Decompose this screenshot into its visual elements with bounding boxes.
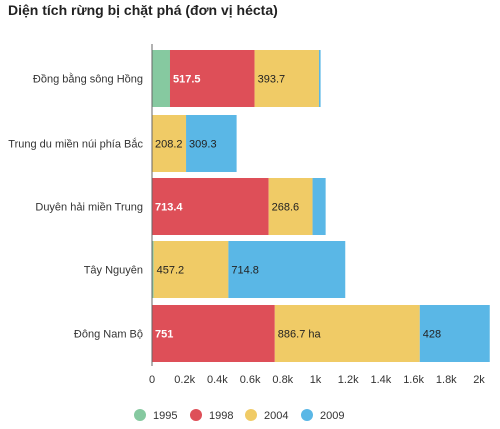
category-labels-layer: Đồng bằng sông Hồng Trung du miền núi phí… [8,73,143,341]
category-label-trung-du-mien-nui-phia-bac: Trung du miền núi phía Bắc [8,138,143,151]
x-tick-0-6k: 0.6k [240,374,261,386]
x-tick-1-8k: 1.8k [436,374,457,386]
bar-trung-du-mien-nui-phia-bac-2009 [186,115,237,172]
x-tick-0-8k: 0.8k [272,374,293,386]
bar-dong-nam-bo-2004 [274,305,420,362]
bar-duyen-hai-mien-trung-2004 [268,178,313,235]
x-tick-1-6k: 1.6k [403,374,424,386]
x-axis-ticks-layer: 0 0.2k 0.4k 0.6k 0.8k 1k 1.2k 1.4k 1.6k 1.8k 2k [149,44,485,386]
category-label-dong-nam-bo: Đông Nam Bộ [74,329,143,341]
bar-duyen-hai-mien-trung-1998 [152,178,269,235]
legend-marker-1998 [190,409,202,421]
x-tick-1k: 1k [310,374,322,386]
legend-marker-2004 [245,409,257,421]
bar-dong-bang-song-hong-2004 [254,50,319,107]
bar-tay-nguyen-1995 [152,241,154,298]
legend-label-1998: 1998 [209,410,233,422]
data-label-duyen-hai-mien-trung-1998: 713.4 [155,202,183,214]
data-label-dong-bang-song-hong-2004: 393.7 [258,74,286,86]
data-label-dong-nam-bo-2009: 428 [423,329,441,341]
bar-dong-bang-song-hong-2009 [318,50,321,107]
legend: 1995 1998 2004 2009 [134,409,344,422]
legend-label-2009: 2009 [320,410,344,422]
category-label-duyen-hai-mien-trung: Duyên hải miền Trung [35,202,143,214]
bar-dong-nam-bo-1998 [152,305,275,362]
bars-layer [152,50,490,362]
x-tick-1-2k: 1.2k [338,374,359,386]
x-tick-1-4k: 1.4k [371,374,392,386]
data-label-tay-nguyen-2009: 714.8 [231,265,259,277]
data-label-dong-nam-bo-2004: 886.7 ha [278,329,322,341]
bar-tay-nguyen-2009 [228,241,346,298]
chart-title: Diện tích rừng bị chặt phá (đơn vị hécta… [8,2,278,18]
bar-trung-du-mien-nui-phia-bac-2004 [152,115,187,172]
x-tick-0-4k: 0.4k [207,374,228,386]
data-label-tay-nguyen-2004: 457.2 [157,265,185,277]
data-label-trung-du-mien-nui-phia-bac-2009: 309.3 [189,139,217,151]
bar-dong-bang-song-hong-1998 [169,50,255,107]
x-tick-0-2k: 0.2k [174,374,195,386]
category-label-tay-nguyen: Tây Nguyên [84,265,143,277]
x-tick-2k: 2k [473,374,485,386]
legend-marker-1995 [134,409,146,421]
bar-dong-nam-bo-2009 [419,305,490,362]
data-label-dong-bang-song-hong-1998: 517.5 [173,74,201,86]
data-label-trung-du-mien-nui-phia-bac-2004: 208.2 [155,139,183,151]
x-tick-0: 0 [149,374,155,386]
legend-label-2004: 2004 [264,410,288,422]
category-label-dong-bang-song-hong: Đồng bằng sông Hồng [33,73,143,86]
legend-marker-2009 [301,409,313,421]
legend-label-1995: 1995 [153,410,177,422]
bar-tay-nguyen-2004 [153,241,229,298]
value-labels-layer: 517.5 393.7 208.2 309.3 713.4 268.6 457.2 714.8… [155,74,441,341]
bar-dong-bang-song-hong-1995 [152,50,170,107]
data-label-dong-nam-bo-1998: 751 [155,329,173,341]
bar-duyen-hai-mien-trung-2009 [312,178,326,235]
data-label-duyen-hai-mien-trung-2004: 268.6 [272,202,300,214]
